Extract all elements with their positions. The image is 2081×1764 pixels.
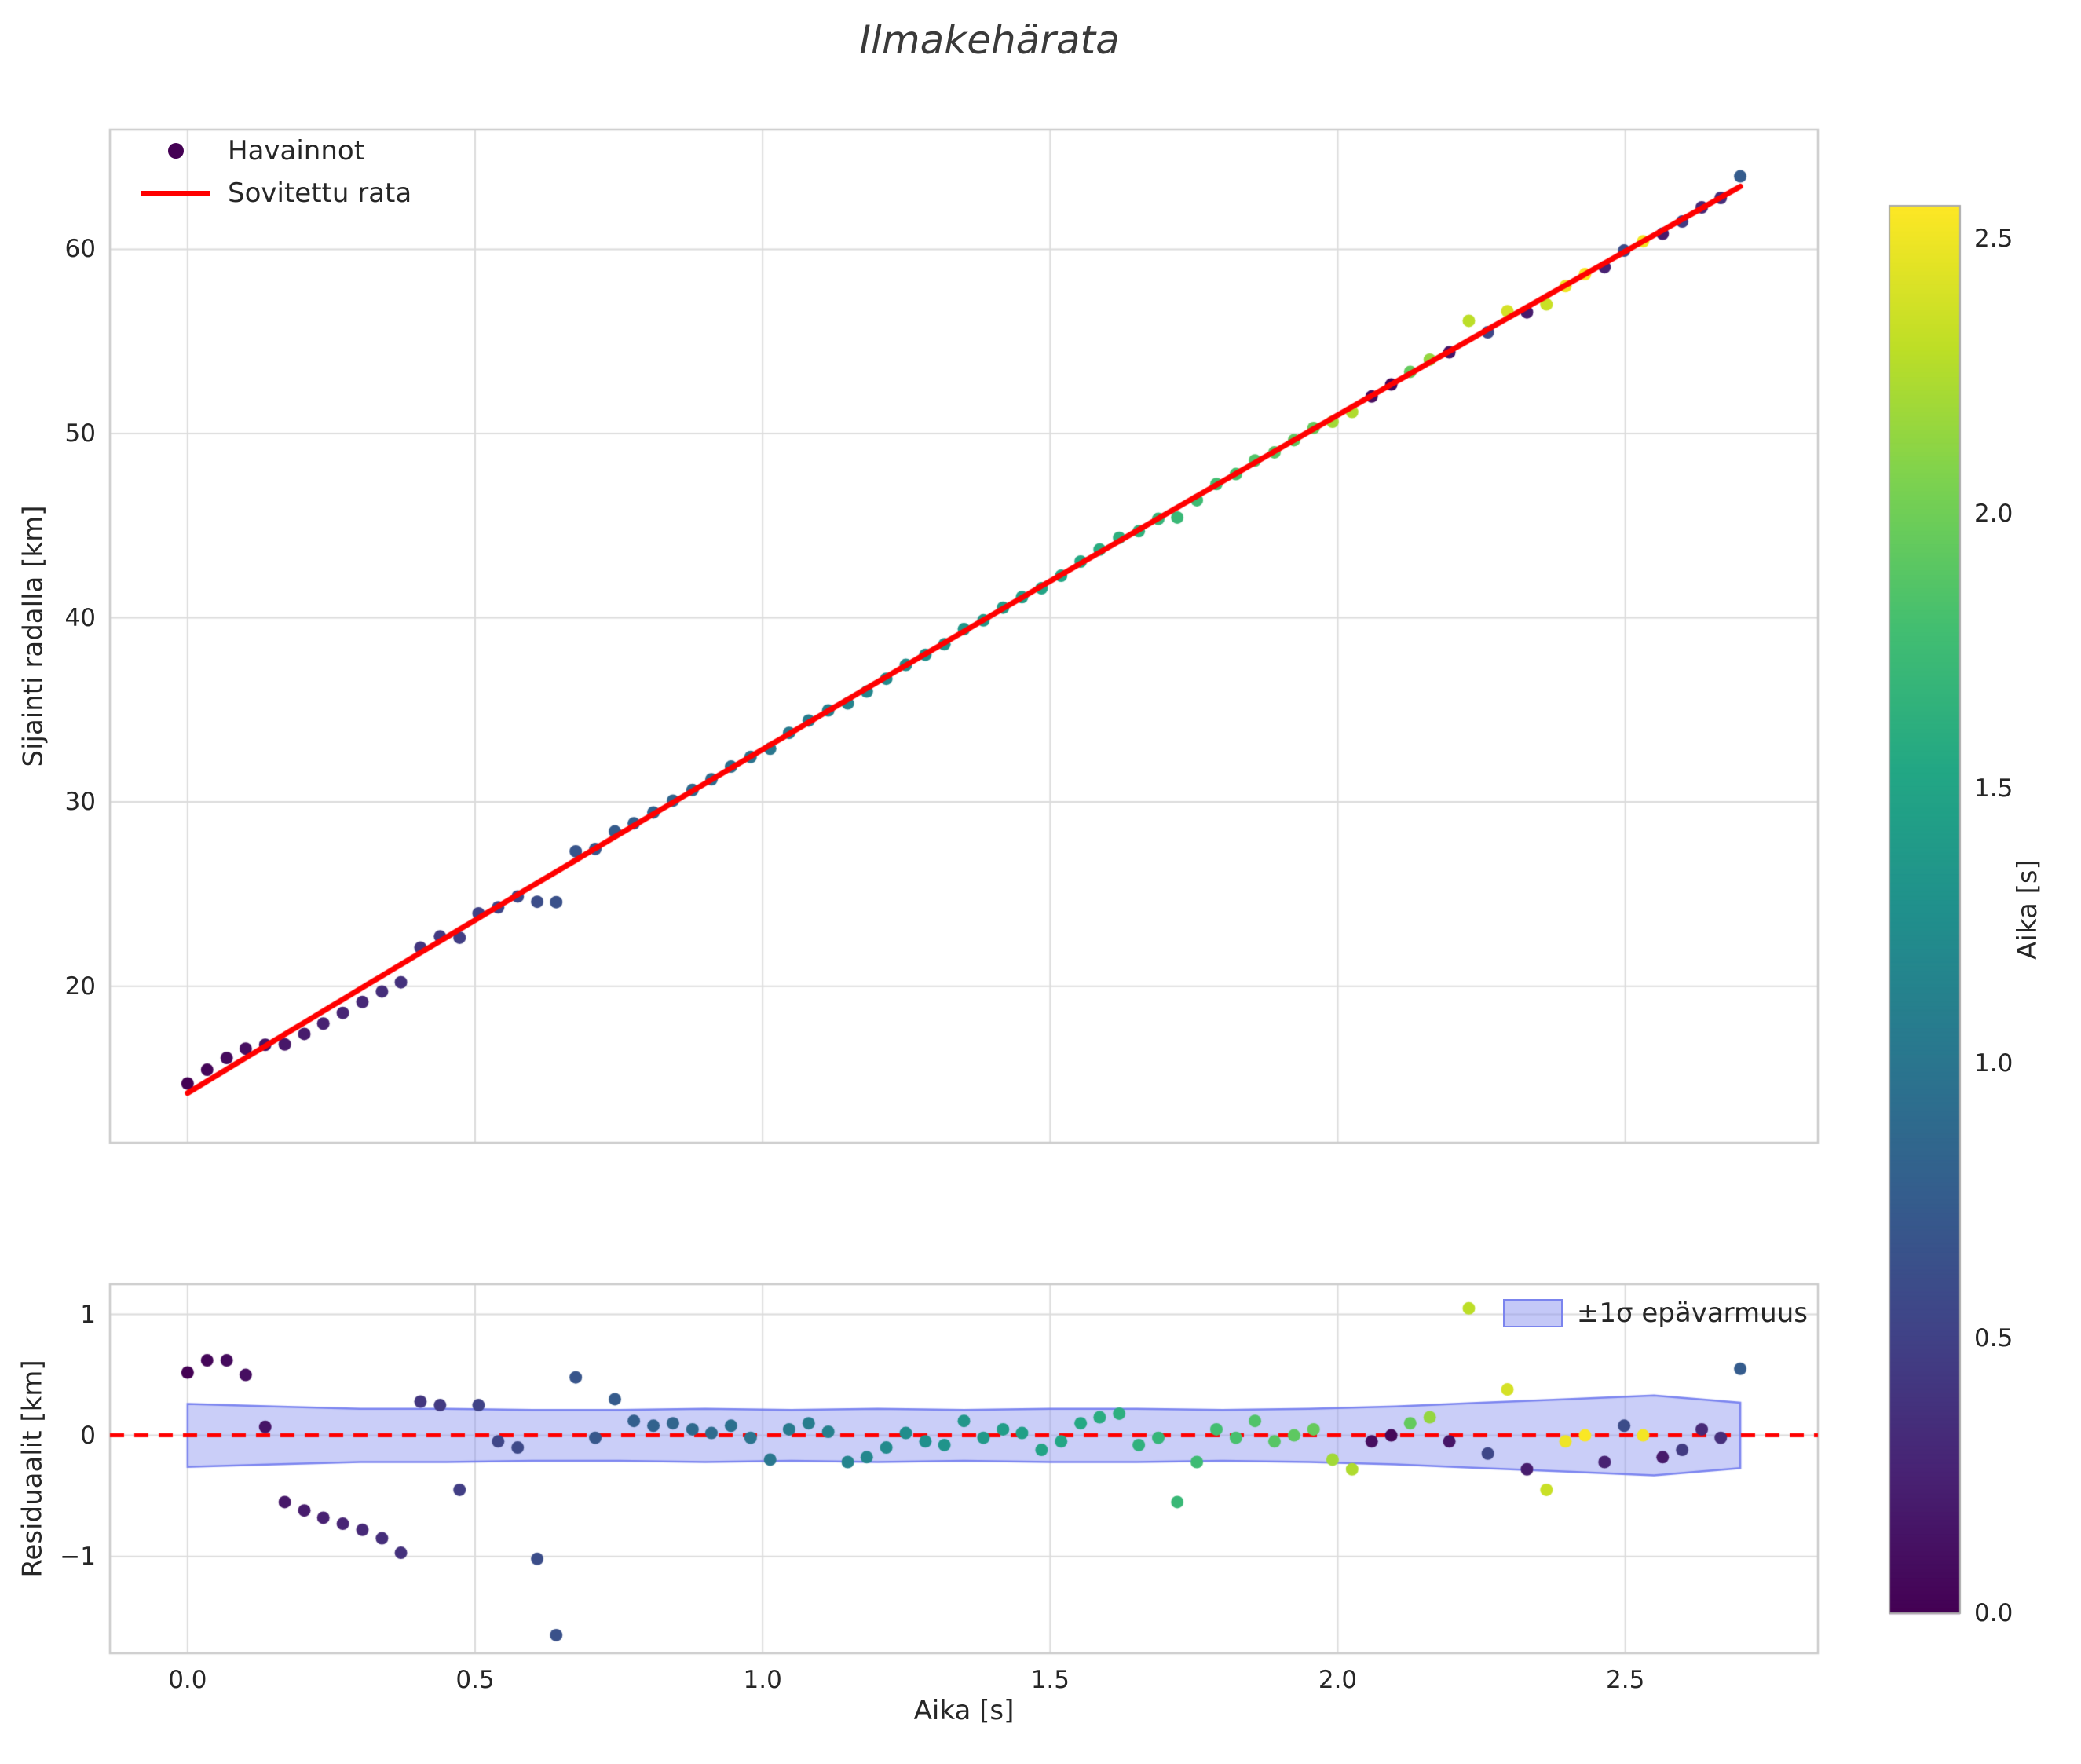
tick-label: 2.0 [1318,1666,1358,1694]
tick-label: 0.5 [1974,1324,2013,1352]
tick-label: 50 [64,419,96,448]
tick-label: 20 [64,972,96,1001]
tick-label: 2.5 [1606,1666,1645,1694]
marker-box [140,143,212,159]
fit-line-icon [141,190,210,196]
tick-label: 1 [80,1300,96,1329]
tick-label: 1.5 [1030,1666,1070,1694]
tick-label: 40 [64,603,96,632]
tick-label: 0.0 [168,1666,207,1694]
legend: Havainnot Sovitettu rata [140,135,411,209]
top-y-axis-label-box: Sijainti radalla [km] [14,130,52,1143]
legend-label-uncertainty: ±1σ epävarmuus [1576,1297,1808,1329]
tick-label: 0.5 [455,1666,495,1694]
legend-item-observations: Havainnot [140,135,411,167]
tick-label: 60 [64,235,96,264]
bottom-y-axis-label: Residuaalit [km] [17,1360,49,1578]
colorbar-label-box: Aika [s] [2004,206,2051,1613]
tick-label: −1 [60,1542,96,1571]
legend-item-fit: Sovitettu rata [140,177,411,209]
tick-label: 2.5 [1974,225,2013,253]
scatter-dot-icon [168,143,184,159]
legend-label-fit: Sovitettu rata [228,177,412,209]
bottom-y-axis-label-box: Residuaalit [km] [14,1284,52,1653]
figure-title: Ilmakehärata [859,17,1120,63]
marker-box [140,190,212,196]
x-axis-label: Aika [s] [913,1695,1015,1726]
tick-label: 1.5 [1974,774,2013,803]
tick-label: 1.0 [743,1666,782,1694]
tick-label: 1.0 [1974,1049,2013,1078]
residual-legend: ±1σ epävarmuus [1502,1297,1808,1329]
tick-label: 0 [80,1421,96,1450]
tick-label: 2.0 [1974,500,2013,528]
colorbar-label: Aika [s] [2012,859,2043,960]
tick-label: 0.0 [1974,1599,2013,1627]
uncertainty-band-icon [1502,1299,1563,1327]
top-y-axis-label: Sijainti radalla [km] [17,505,49,767]
tick-label: 30 [64,788,96,817]
legend-label-observations: Havainnot [228,135,365,167]
